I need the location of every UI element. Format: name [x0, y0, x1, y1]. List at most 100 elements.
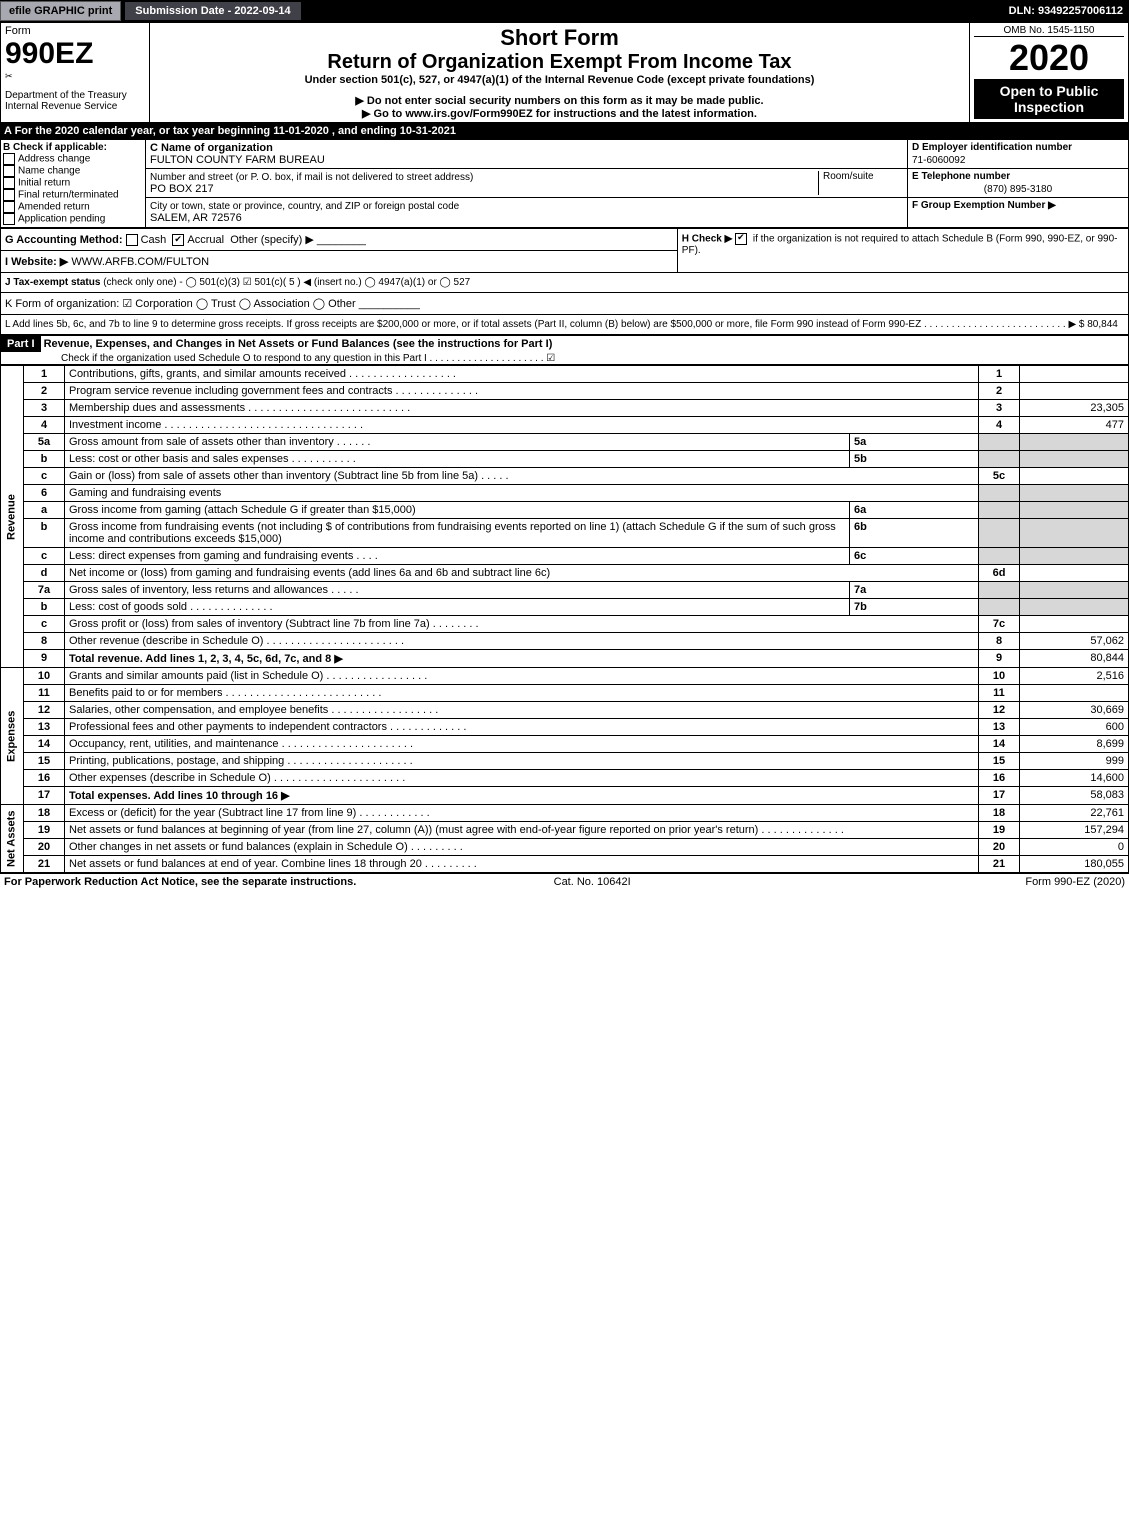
section-l: L Add lines 5b, 6c, and 7b to line 9 to … — [1, 315, 1129, 335]
line-4: Investment income . . . . . . . . . . . … — [65, 417, 979, 434]
amended-checkbox[interactable] — [3, 201, 15, 213]
part-i-sub: Check if the organization used Schedule … — [1, 353, 555, 364]
website-url[interactable]: WWW.ARFB.COM/FULTON — [71, 256, 209, 268]
final-return-checkbox[interactable] — [3, 189, 15, 201]
line-6: Gaming and fundraising events — [65, 485, 979, 502]
g-cash: Cash — [141, 234, 167, 246]
addr-label: Number and street (or P. O. box, if mail… — [150, 172, 473, 183]
part-i-title: Revenue, Expenses, and Changes in Net As… — [44, 338, 553, 350]
initial-return-checkbox[interactable] — [3, 177, 15, 189]
line-a: A For the 2020 calendar year, or tax yea… — [0, 123, 1129, 139]
h-label: H Check ▶ — [682, 234, 735, 245]
ssn-warning: ▶ Do not enter social security numbers o… — [154, 94, 965, 107]
b-am: Amended return — [18, 202, 90, 213]
j-label: J Tax-exempt status — [5, 277, 100, 288]
under-section: Under section 501(c), 527, or 4947(a)(1)… — [154, 74, 965, 86]
line-10: Grants and similar amounts paid (list in… — [65, 668, 979, 685]
b-ap: Application pending — [18, 214, 105, 225]
section-g: G Accounting Method: Cash Accrual Other … — [1, 229, 678, 251]
room-suite: Room/suite — [818, 171, 903, 195]
i-label: I Website: ▶ — [5, 256, 68, 268]
line-11-amt — [1020, 685, 1129, 702]
line-11: Benefits paid to or for members . . . . … — [65, 685, 979, 702]
dln: DLN: 93492257006112 — [1009, 5, 1129, 17]
line-16: Other expenses (describe in Schedule O) … — [65, 770, 979, 787]
line-6d-amt — [1020, 565, 1129, 582]
line-19: Net assets or fund balances at beginning… — [65, 822, 979, 839]
city-state-zip: SALEM, AR 72576 — [150, 212, 242, 224]
line-12: Salaries, other compensation, and employ… — [65, 702, 979, 719]
line-10-amt: 2,516 — [1020, 668, 1129, 685]
return-title: Return of Organization Exempt From Incom… — [154, 51, 965, 74]
section-def: D Employer identification number 71-6060… — [908, 140, 1129, 228]
short-form-title: Short Form — [154, 25, 965, 51]
efile-print-button[interactable]: efile GRAPHIC print — [0, 1, 121, 21]
line-17-amt: 58,083 — [1020, 787, 1129, 805]
omb: OMB No. 1545-1150 — [974, 25, 1124, 37]
submission-date: Submission Date - 2022-09-14 — [125, 2, 300, 20]
line-20: Other changes in net assets or fund bala… — [65, 839, 979, 856]
line-14-amt: 8,699 — [1020, 736, 1129, 753]
line-21-amt: 180,055 — [1020, 856, 1129, 873]
revenue-sidebar: Revenue — [1, 366, 24, 668]
open-public: Open to Public Inspection — [974, 79, 1124, 119]
po-box: PO BOX 217 — [150, 183, 214, 195]
g-acc: Accrual — [187, 234, 224, 246]
name-change-checkbox[interactable] — [3, 165, 15, 177]
cat-no: Cat. No. 10642I — [554, 876, 631, 888]
line-9: Total revenue. Add lines 1, 2, 3, 4, 5c,… — [65, 650, 979, 668]
line-9-amt: 80,844 — [1020, 650, 1129, 668]
line-5c-amt — [1020, 468, 1129, 485]
g-other: Other (specify) ▶ — [230, 234, 314, 246]
city-label: City or town, state or province, country… — [150, 201, 459, 212]
line-14: Occupancy, rent, utilities, and maintena… — [65, 736, 979, 753]
goto-link[interactable]: ▶ Go to www.irs.gov/Form990EZ for instru… — [154, 107, 965, 120]
ein: 71-6060092 — [908, 155, 1128, 169]
section-h: H Check ▶ if the organization is not req… — [677, 229, 1128, 273]
form-label: Form — [5, 25, 145, 37]
f-label: F Group Exemption Number ▶ — [912, 200, 1056, 211]
netassets-sidebar: Net Assets — [1, 805, 24, 873]
org-name: FULTON COUNTY FARM BUREAU — [150, 154, 325, 166]
line-2-amt — [1020, 383, 1129, 400]
accrual-checkbox[interactable] — [172, 234, 184, 246]
app-pending-checkbox[interactable] — [3, 213, 15, 225]
line-4-amt: 477 — [1020, 417, 1129, 434]
footer-left: For Paperwork Reduction Act Notice, see … — [4, 876, 356, 888]
expenses-sidebar: Expenses — [1, 668, 24, 805]
line-6d: Net income or (loss) from gaming and fun… — [65, 565, 979, 582]
form-990ez: Form 990EZ ✂ Department of the Treasury … — [0, 22, 1129, 123]
line-2: Program service revenue including govern… — [65, 383, 979, 400]
line-1-amt — [1020, 366, 1129, 383]
line-12-amt: 30,669 — [1020, 702, 1129, 719]
topbar: efile GRAPHIC print Submission Date - 20… — [0, 0, 1129, 22]
line-15: Printing, publications, postage, and shi… — [65, 753, 979, 770]
dept-treasury: Department of the Treasury — [5, 90, 145, 101]
b-final: Final return/terminated — [18, 190, 119, 201]
k-text: K Form of organization: ☑ Corporation ◯ … — [5, 298, 356, 310]
section-i: I Website: ▶ WWW.ARFB.COM/FULTON — [1, 251, 678, 273]
cash-checkbox[interactable] — [126, 234, 138, 246]
addr-change-checkbox[interactable] — [3, 153, 15, 165]
line-7b: Less: cost of goods sold . . . . . . . .… — [65, 599, 850, 616]
line-18-amt: 22,761 — [1020, 805, 1129, 822]
line-6a: Gross income from gaming (attach Schedul… — [65, 502, 850, 519]
b-name: Name change — [18, 166, 80, 177]
line-1: Contributions, gifts, grants, and simila… — [65, 366, 979, 383]
line-13-amt: 600 — [1020, 719, 1129, 736]
telephone: (870) 895-3180 — [908, 184, 1128, 198]
footer-right: Form 990-EZ (2020) — [1025, 876, 1125, 888]
d-label: D Employer identification number — [912, 142, 1072, 153]
line-6b: Gross income from fundraising events (no… — [65, 519, 850, 548]
line-7c: Gross profit or (loss) from sales of inv… — [65, 616, 979, 633]
section-k: K Form of organization: ☑ Corporation ◯ … — [1, 293, 1129, 315]
line-18: Excess or (deficit) for the year (Subtra… — [65, 805, 979, 822]
line-3-amt: 23,305 — [1020, 400, 1129, 417]
line-3: Membership dues and assessments . . . . … — [65, 400, 979, 417]
h-checkbox[interactable] — [735, 233, 747, 245]
b-init: Initial return — [18, 178, 70, 189]
line-8: Other revenue (describe in Schedule O) .… — [65, 633, 979, 650]
part-i-label: Part I — [1, 336, 41, 352]
c-label: C Name of organization — [150, 142, 273, 154]
section-b: B Check if applicable: Address change Na… — [1, 140, 146, 228]
